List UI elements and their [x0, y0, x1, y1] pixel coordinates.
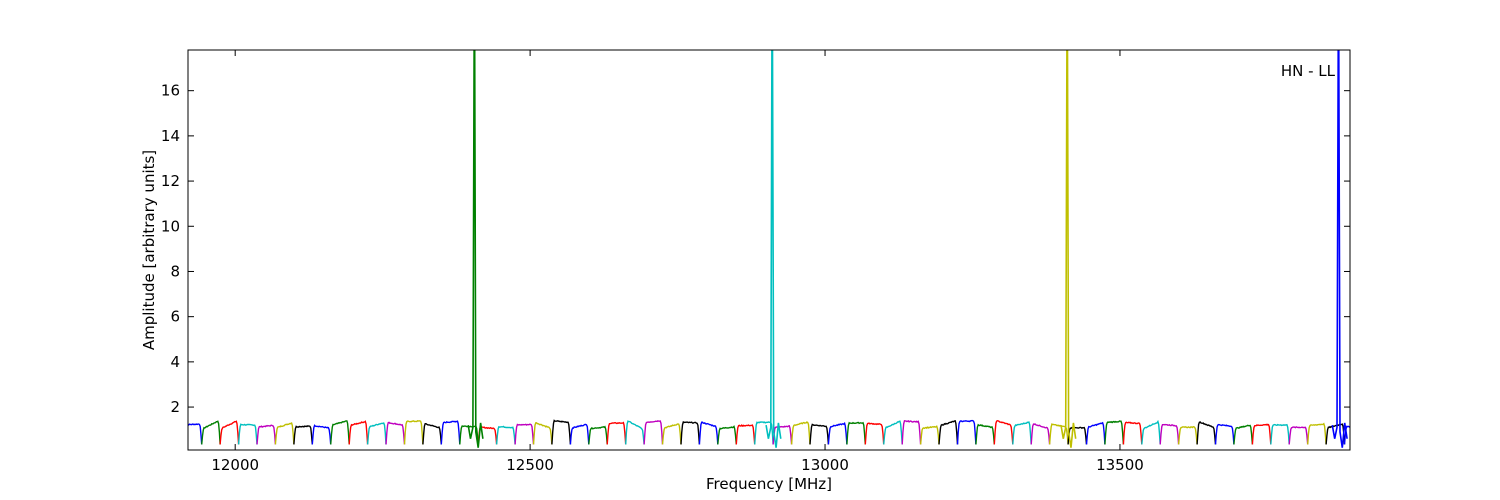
x-axis-label: Frequency [MHz] [706, 475, 832, 493]
x-tick-label: 13500 [1096, 456, 1144, 474]
channel-trace [901, 420, 922, 445]
channel-trace [698, 421, 719, 445]
channel-trace [256, 424, 277, 445]
channel-trace [1363, 424, 1381, 445]
plot-frame [187, 49, 1351, 451]
channel-trace [1012, 421, 1032, 445]
channel-trace [551, 419, 572, 445]
channel-trace [975, 423, 995, 445]
channel-trace [1233, 424, 1254, 445]
channel-trace [532, 422, 553, 445]
series-layer [188, 50, 1381, 448]
channel-trace [1067, 426, 1088, 445]
channel-trace [495, 425, 516, 445]
channel-trace [1214, 423, 1235, 445]
channel-trace [422, 423, 442, 445]
channel-trace [1325, 423, 1346, 445]
y-tick-label: 6 [170, 308, 180, 326]
channel-trace [993, 419, 1014, 445]
y-tick-label: 14 [161, 127, 180, 145]
spike-trace [765, 50, 782, 448]
channel-trace [514, 423, 535, 445]
x-tick-label: 12000 [211, 456, 259, 474]
channel-trace [790, 421, 811, 445]
channel-trace [1270, 423, 1290, 445]
channel-trace [846, 421, 866, 445]
channel-trace [403, 420, 424, 445]
channel-trace [219, 420, 240, 445]
channel-trace [188, 423, 203, 445]
channel-trace [274, 422, 295, 445]
channel-trace [348, 420, 369, 445]
x-tick-label: 13000 [801, 456, 849, 474]
spike-trace [467, 50, 484, 448]
channel-trace [735, 424, 756, 445]
spike-trace [1331, 50, 1348, 448]
channel-trace [717, 425, 737, 445]
channel-trace [311, 424, 332, 445]
y-tick-label: 4 [170, 353, 180, 371]
channel-trace [809, 423, 830, 445]
channel-trace [366, 422, 387, 445]
y-tick-label: 16 [161, 82, 180, 100]
channel-trace [625, 420, 645, 445]
channel-trace [1343, 425, 1350, 445]
channel-trace [827, 421, 848, 445]
channel-trace [643, 419, 664, 445]
y-tick-label: 2 [170, 398, 180, 416]
channel-trace [1307, 422, 1327, 445]
channel-trace [237, 423, 258, 445]
channel-trace [1159, 423, 1180, 445]
channel-trace [440, 420, 461, 445]
spike-trace [1060, 50, 1077, 448]
channel-trace [883, 420, 903, 445]
channel-trace [1085, 421, 1106, 445]
channel-trace [661, 423, 682, 445]
channel-trace [864, 422, 885, 445]
x-tick-label: 12500 [506, 456, 554, 474]
channel-trace [956, 419, 977, 445]
y-axis-label: Amplitude [arbitrary units] [140, 150, 158, 350]
ticks-layer: 12000 12500 13000 13500 2 4 6 8 10 12 14 16 [161, 50, 1350, 474]
y-tick-label: 12 [161, 172, 180, 190]
annotation-label: HN - LL [1281, 62, 1336, 80]
channel-trace [1177, 425, 1198, 445]
channel-trace [569, 423, 590, 445]
channel-trace [606, 421, 627, 445]
channel-trace [1122, 421, 1143, 445]
channel-trace [938, 419, 959, 445]
channel-trace [293, 425, 313, 445]
channel-trace [1141, 419, 1161, 445]
channel-trace [1030, 423, 1051, 445]
channel-trace [919, 425, 940, 445]
plot-background [188, 50, 1350, 450]
channel-trace [1251, 423, 1272, 445]
channel-trace [588, 425, 608, 445]
channel-trace [201, 420, 221, 445]
channel-trace [1196, 421, 1217, 445]
y-tick-label: 8 [170, 262, 180, 280]
channel-trace [385, 421, 406, 445]
channel-trace [1104, 420, 1125, 445]
channel-trace [1288, 426, 1309, 445]
channel-trace [772, 424, 793, 445]
channel-trace [330, 420, 350, 445]
y-tick-label: 10 [161, 217, 180, 235]
channel-trace [680, 420, 701, 445]
